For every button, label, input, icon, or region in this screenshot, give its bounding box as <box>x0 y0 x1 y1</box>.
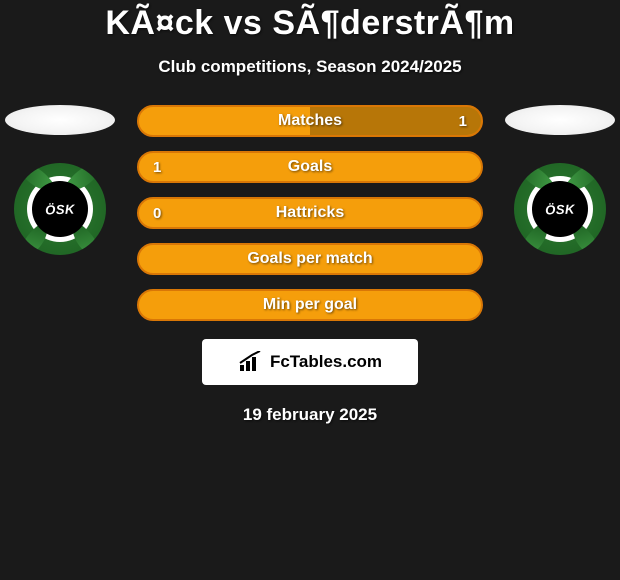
stat-left-value: 0 <box>153 205 161 222</box>
stat-label: Matches <box>278 112 342 130</box>
stat-bar-matches: Matches 1 <box>137 105 483 137</box>
player-right-club-badge: ÖSK <box>514 163 606 255</box>
fctables-chart-icon <box>238 351 264 373</box>
page-subtitle: Club competitions, Season 2024/2025 <box>158 57 461 77</box>
stat-bar-goals: 1 Goals <box>137 151 483 183</box>
player-left-avatar <box>5 105 115 135</box>
page-title: KÃ¤ck vs SÃ¶derstrÃ¶m <box>105 4 514 43</box>
fctables-logo-text: FcTables.com <box>270 352 382 372</box>
comparison-stage: ÖSK ÖSK Matches 1 1 Goals 0 Hattricks <box>0 105 620 321</box>
footer-date: 19 february 2025 <box>243 405 377 425</box>
stat-bar-min-per-goal: Min per goal <box>137 289 483 321</box>
player-left-club-badge: ÖSK <box>14 163 106 255</box>
stat-bar-hattricks: 0 Hattricks <box>137 197 483 229</box>
player-left-column: ÖSK <box>0 105 120 255</box>
stat-left-value: 1 <box>153 159 161 176</box>
stat-label: Hattricks <box>276 204 344 222</box>
stat-bars: Matches 1 1 Goals 0 Hattricks Goals per … <box>137 105 483 321</box>
stat-label: Goals <box>288 158 332 176</box>
stat-right-value: 1 <box>459 113 467 130</box>
player-right-avatar <box>505 105 615 135</box>
stat-label: Min per goal <box>263 296 357 314</box>
stat-bar-goals-per-match: Goals per match <box>137 243 483 275</box>
stat-label: Goals per match <box>247 250 372 268</box>
fctables-logo-link[interactable]: FcTables.com <box>202 339 418 385</box>
player-right-column: ÖSK <box>500 105 620 255</box>
